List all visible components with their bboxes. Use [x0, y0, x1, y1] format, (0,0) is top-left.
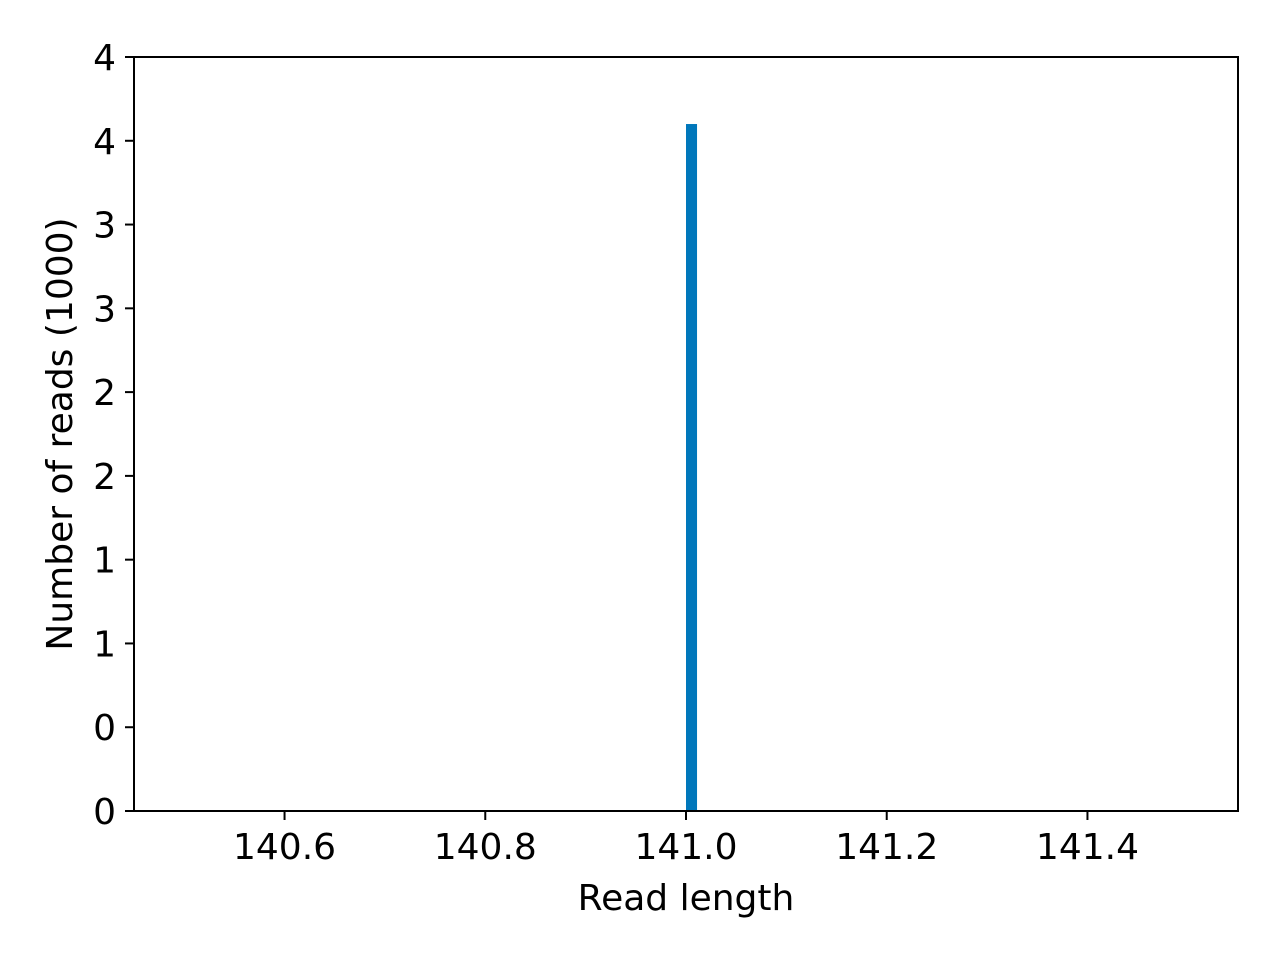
y-axis: 0 0 1 1 2 2 3 3 4 4 [93, 38, 134, 833]
bars-layer [686, 124, 698, 812]
y-tick-label: 4 [93, 38, 116, 79]
x-axis-label: Read length [578, 878, 795, 919]
y-tick-label: 1 [93, 624, 116, 665]
y-tick-label: 1 [93, 541, 116, 582]
y-axis-label: Number of reads (1000) [40, 217, 81, 650]
histogram-bar [686, 124, 698, 812]
y-tick-label: 3 [93, 206, 116, 247]
x-tick-label: 141.2 [835, 827, 938, 868]
y-tick-label: 3 [93, 289, 116, 330]
x-tick-label: 140.8 [434, 827, 537, 868]
y-tick-label: 4 [93, 122, 116, 163]
y-tick-label: 0 [93, 708, 116, 749]
x-axis: 140.6 140.8 141.0 141.2 141.4 [233, 811, 1139, 868]
y-tick-label: 2 [93, 373, 116, 414]
x-tick-label: 140.6 [233, 827, 336, 868]
y-tick-label: 0 [93, 792, 116, 833]
y-tick-label: 2 [93, 457, 116, 498]
x-tick-label: 141.0 [634, 827, 737, 868]
x-tick-label: 141.4 [1036, 827, 1139, 868]
